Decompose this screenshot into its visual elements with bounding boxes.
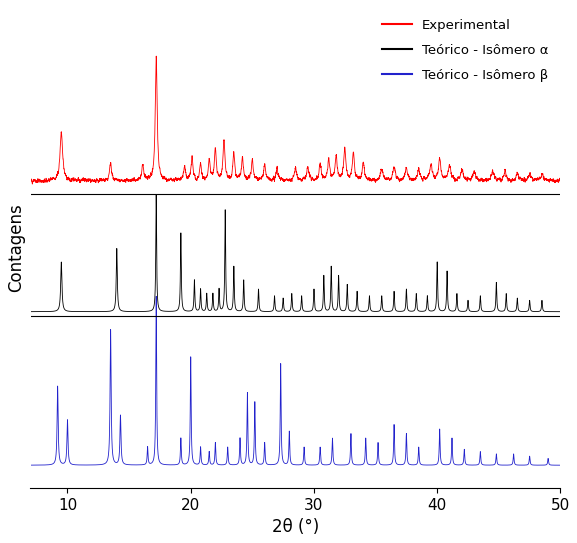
Legend: Experimental, Teórico - Isômero α, Teórico - Isômero β: Experimental, Teórico - Isômero α, Teóri…	[377, 14, 554, 87]
X-axis label: 2θ (°): 2θ (°)	[272, 518, 319, 536]
Y-axis label: Contagens: Contagens	[7, 203, 25, 292]
